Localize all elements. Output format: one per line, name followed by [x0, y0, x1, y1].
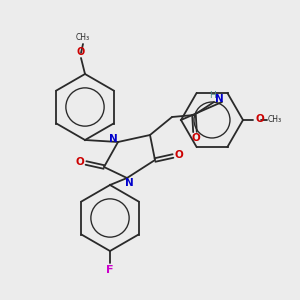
Text: CH₃: CH₃ [268, 116, 282, 124]
Text: O: O [192, 133, 200, 143]
Text: O: O [256, 114, 265, 124]
Text: O: O [76, 157, 84, 167]
Text: N: N [109, 134, 117, 144]
Text: N: N [214, 94, 224, 104]
Text: H: H [210, 92, 216, 100]
Text: F: F [106, 265, 114, 275]
Text: O: O [77, 47, 85, 57]
Text: N: N [124, 178, 134, 188]
Text: CH₃: CH₃ [76, 32, 90, 41]
Text: O: O [175, 150, 183, 160]
